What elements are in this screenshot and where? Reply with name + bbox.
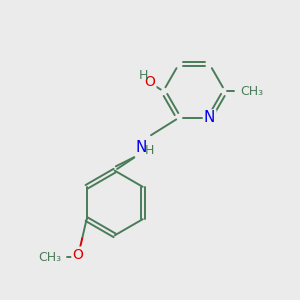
Text: H: H bbox=[145, 144, 154, 157]
Text: CH₃: CH₃ bbox=[38, 251, 61, 264]
Text: N: N bbox=[204, 110, 215, 125]
Text: N: N bbox=[136, 140, 147, 154]
Text: CH₃: CH₃ bbox=[240, 85, 263, 98]
Text: O: O bbox=[72, 248, 83, 262]
Text: O: O bbox=[145, 75, 155, 89]
Text: H: H bbox=[139, 69, 148, 82]
